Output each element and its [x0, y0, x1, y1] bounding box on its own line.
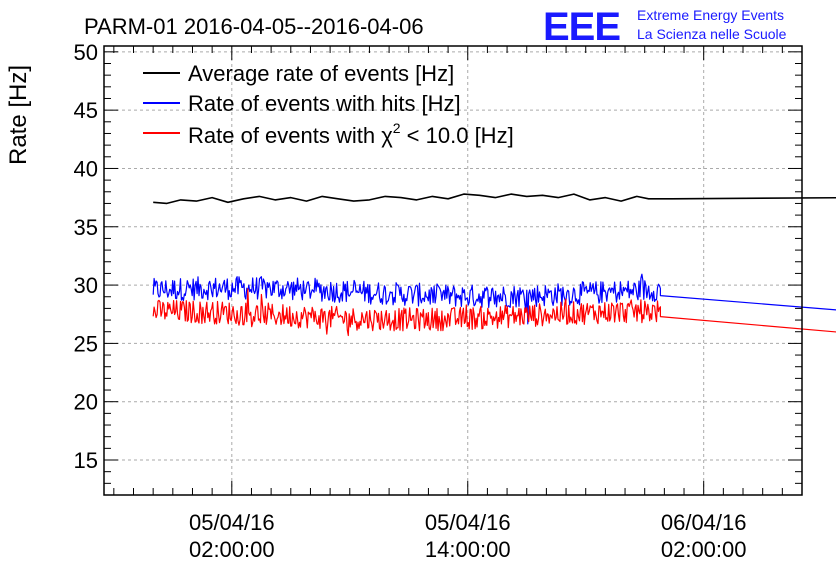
logo-line-1: Extreme Energy Events [637, 7, 784, 23]
legend-label-chi2: Rate of events with χ2 < 10.0 [Hz] [188, 120, 514, 148]
x-tick-label-time: 02:00:00 [661, 537, 747, 562]
series-line-1 [152, 273, 836, 325]
legend-label-chi2-base: Rate of events with χ [188, 123, 393, 148]
legend-label-chi2-sup: 2 [393, 120, 401, 136]
axes [103, 45, 803, 496]
y-tick-label: 35 [74, 215, 98, 240]
logo-line-2: La Scienza nelle Scuole [637, 26, 787, 42]
x-tick-label-time: 02:00:00 [189, 537, 275, 562]
y-tick-label: 25 [74, 331, 98, 356]
y-axis-label: Rate [Hz] [5, 65, 32, 165]
x-tick-label-date: 06/04/16 [661, 510, 747, 535]
y-tick-label: 45 [74, 98, 98, 123]
y-tick-label: 30 [74, 273, 98, 298]
x-tick-label-time: 14:00:00 [425, 537, 511, 562]
plot-frame [103, 45, 803, 496]
grid-lines [104, 46, 802, 495]
series-line-0 [153, 193, 836, 205]
chart-title: PARM-01 2016-04-05--2016-04-06 [84, 14, 424, 39]
data-series [152, 193, 836, 337]
y-tick-label: 15 [74, 448, 98, 473]
y-tick-label: 20 [74, 390, 98, 415]
legend-label-chi2-tail: < 10.0 [Hz] [401, 123, 514, 148]
legend-label-average: Average rate of events [Hz] [188, 61, 454, 86]
legend: Average rate of events [Hz] Rate of even… [143, 61, 514, 148]
y-tick-label: 40 [74, 156, 98, 181]
y-tick-label: 50 [74, 40, 98, 65]
logo-mark: EEE [543, 5, 620, 49]
tick-labels: 152025303540455005/04/1602:00:0005/04/16… [74, 40, 747, 562]
legend-label-hits: Rate of events with hits [Hz] [188, 91, 461, 116]
eee-logo: EEE Extreme Energy Events La Scienza nel… [543, 5, 787, 49]
x-tick-label-date: 05/04/16 [189, 510, 275, 535]
x-tick-label-date: 05/04/16 [425, 510, 511, 535]
series-line-2 [152, 288, 836, 337]
